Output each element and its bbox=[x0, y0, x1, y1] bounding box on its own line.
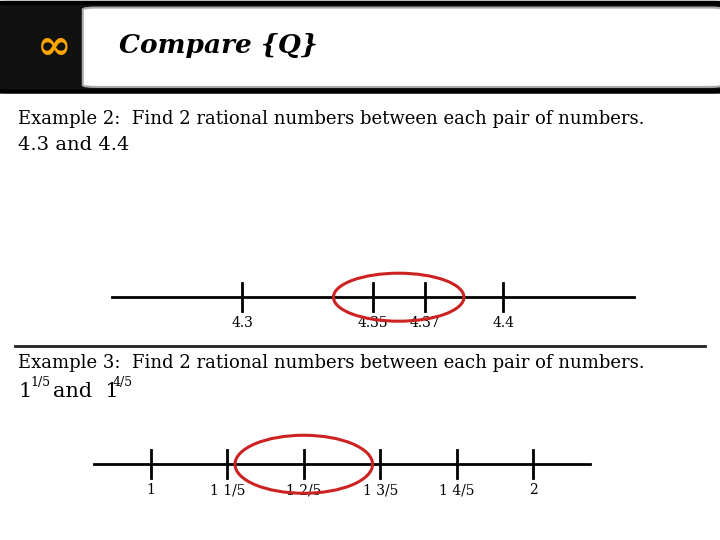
Text: Example 2:  Find 2 rational numbers between each pair of numbers.: Example 2: Find 2 rational numbers betwe… bbox=[18, 110, 644, 127]
Text: 1 1/5: 1 1/5 bbox=[210, 483, 245, 497]
Text: 1: 1 bbox=[18, 382, 32, 401]
Text: 4/5: 4/5 bbox=[113, 376, 133, 389]
Text: 1 3/5: 1 3/5 bbox=[363, 483, 398, 497]
Text: 4.4: 4.4 bbox=[492, 316, 514, 330]
Text: 2: 2 bbox=[528, 483, 537, 497]
Text: Example 3:  Find 2 rational numbers between each pair of numbers.: Example 3: Find 2 rational numbers betwe… bbox=[18, 354, 644, 372]
Text: Compare {Q}: Compare {Q} bbox=[119, 33, 318, 58]
Text: 4.35: 4.35 bbox=[357, 316, 388, 330]
Text: and  1: and 1 bbox=[53, 382, 119, 401]
FancyBboxPatch shape bbox=[0, 3, 720, 92]
Text: 1/5: 1/5 bbox=[30, 376, 50, 389]
Text: 4.3: 4.3 bbox=[231, 316, 253, 330]
Text: 1 4/5: 1 4/5 bbox=[439, 483, 474, 497]
Text: 1 2/5: 1 2/5 bbox=[286, 483, 321, 497]
Text: ∞: ∞ bbox=[37, 26, 71, 68]
Text: 4.3 and 4.4: 4.3 and 4.4 bbox=[18, 137, 130, 154]
Text: 1: 1 bbox=[146, 483, 156, 497]
FancyBboxPatch shape bbox=[83, 8, 720, 87]
Text: 4.37: 4.37 bbox=[410, 316, 440, 330]
